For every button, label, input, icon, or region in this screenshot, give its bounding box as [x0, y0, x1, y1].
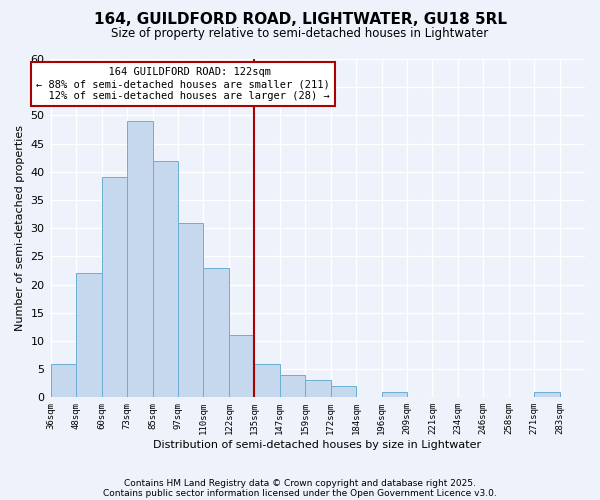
Text: 164, GUILDFORD ROAD, LIGHTWATER, GU18 5RL: 164, GUILDFORD ROAD, LIGHTWATER, GU18 5R… — [94, 12, 506, 28]
Text: Size of property relative to semi-detached houses in Lightwater: Size of property relative to semi-detach… — [112, 28, 488, 40]
Bar — [152, 160, 178, 398]
Bar — [203, 268, 229, 398]
Bar — [331, 386, 356, 398]
Y-axis label: Number of semi-detached properties: Number of semi-detached properties — [15, 125, 25, 331]
Bar — [76, 274, 101, 398]
Text: Contains HM Land Registry data © Crown copyright and database right 2025.: Contains HM Land Registry data © Crown c… — [124, 478, 476, 488]
Bar — [178, 222, 203, 398]
Bar — [534, 392, 560, 398]
Bar — [229, 336, 254, 398]
Bar — [254, 364, 280, 398]
X-axis label: Distribution of semi-detached houses by size in Lightwater: Distribution of semi-detached houses by … — [153, 440, 481, 450]
Bar — [280, 375, 305, 398]
Bar — [51, 364, 76, 398]
Text: 164 GUILDFORD ROAD: 122sqm
← 88% of semi-detached houses are smaller (211)
  12%: 164 GUILDFORD ROAD: 122sqm ← 88% of semi… — [36, 68, 330, 100]
Bar — [127, 121, 152, 398]
Text: Contains public sector information licensed under the Open Government Licence v3: Contains public sector information licen… — [103, 488, 497, 498]
Bar — [101, 178, 127, 398]
Bar — [305, 380, 331, 398]
Bar — [382, 392, 407, 398]
